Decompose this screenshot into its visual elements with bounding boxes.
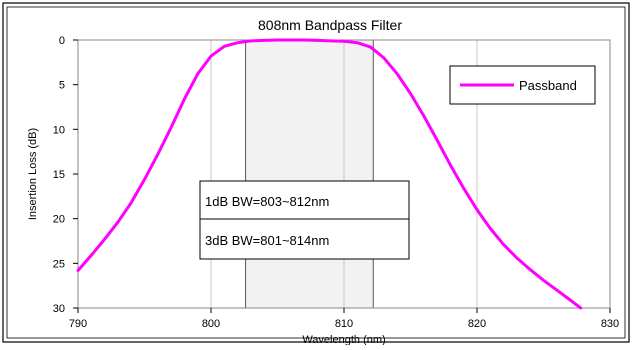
series-point [489, 227, 491, 230]
series-point [290, 39, 292, 41]
passband-shaded-region [245, 40, 374, 308]
series-point [476, 209, 478, 211]
x-axis-ticks: 790 800 810 820 830 [69, 308, 619, 330]
annotation-1db-bw: 1dB BW=803~812nm [205, 194, 329, 209]
series-point [143, 178, 146, 180]
series-point [542, 279, 545, 281]
x-axis-label: Wavelength (nm) [302, 334, 385, 345]
series-point [436, 139, 438, 141]
series-point [157, 153, 159, 155]
annotation-frame [199, 180, 410, 260]
series-point [423, 115, 425, 117]
series-point [580, 307, 582, 309]
y-tick-label: 0 [59, 35, 65, 47]
series-point [569, 299, 571, 301]
series-point [370, 46, 372, 48]
series-point [223, 45, 225, 47]
series-point [556, 289, 558, 291]
series-point [250, 40, 252, 42]
y-tick-label: 5 [59, 80, 65, 92]
annotation-box: 1dB BW=803~812nm 3dB BW=801~814nm [199, 180, 410, 260]
inner-frame [6, 6, 626, 339]
series-point [210, 55, 212, 57]
series-point [316, 39, 318, 42]
series-point [263, 39, 265, 42]
series-point [183, 98, 185, 100]
series-point [409, 93, 412, 95]
annotation-3db-bw: 3dB BW=801~814nm [205, 233, 329, 248]
series-point [77, 269, 79, 272]
x-tick-label: 830 [601, 318, 619, 330]
y-tick-label: 10 [53, 124, 65, 136]
series-point [197, 73, 199, 75]
y-tick-label: 25 [53, 258, 65, 270]
series-point [396, 73, 398, 75]
series-point [104, 238, 106, 240]
series-point [343, 40, 345, 42]
series-point [330, 40, 332, 42]
series-point [117, 221, 119, 223]
series-point [276, 39, 279, 41]
y-tick-label: 15 [53, 169, 65, 181]
y-axis-label: Insertion Loss (dB) [27, 128, 39, 220]
series-point [449, 164, 451, 166]
y-tick-label: 20 [53, 214, 65, 226]
passband-edge-lines [245, 40, 374, 308]
series-point [463, 187, 465, 189]
legend-label-passband: Passband [519, 78, 577, 93]
x-tick-label: 820 [468, 318, 486, 330]
series-point [356, 42, 358, 44]
y-axis-ticks: 0 5 10 15 20 25 30 [53, 35, 78, 315]
series-point [516, 257, 518, 259]
x-tick-label: 810 [335, 318, 353, 330]
series-point [503, 243, 505, 246]
series-point [303, 39, 305, 41]
chart-title: 808nm Bandpass Filter [258, 17, 402, 33]
x-tick-label: 790 [69, 318, 87, 330]
series-point [529, 268, 531, 271]
series-point [170, 126, 172, 129]
series-point [90, 254, 92, 256]
series-point [383, 57, 385, 59]
series-point [237, 42, 239, 44]
legend: Passband [449, 65, 596, 105]
y-tick-label: 30 [53, 303, 65, 315]
x-tick-label: 800 [202, 318, 220, 330]
series-point [130, 201, 132, 204]
series-layer [76, 38, 583, 310]
